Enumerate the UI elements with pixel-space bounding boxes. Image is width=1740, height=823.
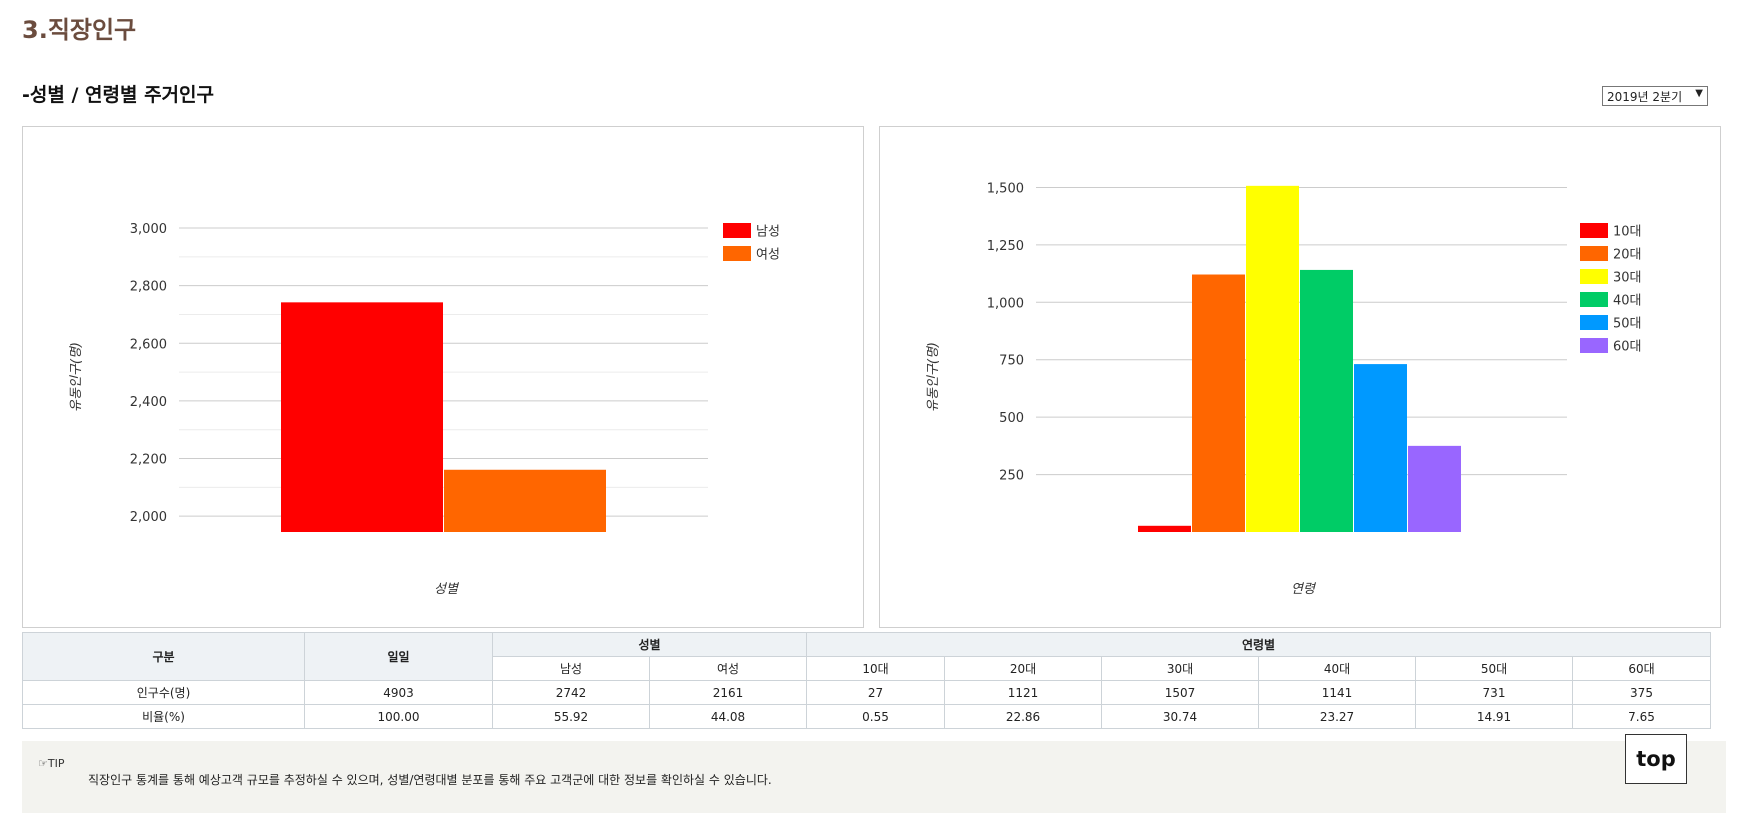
cell-age: 731 [1415,680,1573,705]
cell-daily: 100.00 [304,704,493,729]
y-axis-title: 유동인구(명) [69,342,84,412]
cell-age: 27 [806,680,945,705]
period-select[interactable]: 2019년 2분기 ▼ [1602,86,1708,106]
cell-daily: 4903 [304,680,493,705]
table-row: 비율(%) 100.00 55.92 44.08 0.55 22.86 30.7… [22,704,1711,729]
cell-age: 22.86 [944,704,1102,729]
cell-age: 1121 [944,680,1102,705]
legend-swatch [1580,269,1608,284]
header-daily: 일일 [304,632,493,681]
cell-age: 30.74 [1101,704,1259,729]
header-age: 10대 [806,656,945,681]
legend-label: 남성 [756,225,780,240]
bar-30대 [1246,185,1299,532]
y-tick-label: 3,000 [130,222,167,237]
dropdown-arrow-icon: ▼ [1695,88,1703,99]
header-age: 30대 [1101,656,1259,681]
y-axis-title: 유동인구(명) [926,342,941,412]
y-tick-label: 2,200 [130,453,167,468]
header-male: 남성 [492,656,650,681]
legend-label: 10대 [1613,225,1642,240]
legend-label: 60대 [1613,340,1642,355]
stats-table: 구분 일일 성별 연령별 남성 여성 10대 20대 30대 40대 50대 6… [22,632,1711,729]
legend-swatch [1580,223,1608,238]
cell-male: 55.92 [492,704,650,729]
gender-chart: 2,000 2,200 2,400 2,600 2,800 3,000 성별 유동인구(명) 남… [22,126,864,628]
legend-swatch [723,223,751,238]
cell-male: 2742 [492,680,650,705]
bar-20대 [1192,274,1245,532]
legend-label: 30대 [1613,271,1642,286]
legend-swatch [1580,315,1608,330]
x-axis-title: 성별 [434,582,459,597]
legend-swatch [1580,338,1608,353]
x-axis-title: 연령 [1291,582,1317,597]
legend-swatch [1580,246,1608,261]
cell-age: 1507 [1101,680,1259,705]
bar-50대 [1354,364,1407,532]
header-category: 구분 [22,632,305,681]
y-tick-label: 500 [999,411,1024,426]
header-female: 여성 [649,656,807,681]
header-age: 40대 [1258,656,1416,681]
cell-age: 23.27 [1258,704,1416,729]
tip-label: ☞TIP [38,757,64,770]
top-button[interactable]: top [1625,734,1687,784]
cell-age: 1141 [1258,680,1416,705]
header-age-group: 연령별 [806,632,1711,657]
legend-label: 20대 [1613,248,1642,263]
cell-age: 14.91 [1415,704,1573,729]
sub-title: -성별 / 연령별 주거인구 [22,84,214,106]
header-age: 20대 [944,656,1102,681]
header-age: 60대 [1572,656,1711,681]
legend-swatch [723,246,751,261]
header-age: 50대 [1415,656,1573,681]
row-label: 비율(%) [22,704,305,729]
age-chart-svg: 250 500 750 1,000 1,250 1,500 연령 유동인구(명) 10대 20대 3… [926,181,1642,597]
bar-여성 [444,469,606,532]
y-tick-label: 2,800 [130,280,167,295]
y-tick-label: 2,400 [130,395,167,410]
y-tick-label: 250 [999,469,1024,484]
cell-age: 375 [1572,680,1711,705]
pointing-hand-icon: ☞ [38,757,48,770]
y-tick-label: 2,600 [130,337,167,352]
row-label: 인구수(명) [22,680,305,705]
cell-female: 2161 [649,680,807,705]
gender-chart-svg: 2,000 2,200 2,400 2,600 2,800 3,000 성별 유동인구(명) 남… [69,222,780,597]
legend-label: 50대 [1613,317,1642,332]
legend-label: 여성 [756,248,780,263]
table-row: 인구수(명) 4903 2742 2161 27 1121 1507 1141 … [22,680,1711,705]
period-select-value: 2019년 2분기 [1607,89,1683,104]
y-tick-label: 1,250 [987,239,1024,254]
bar-60대 [1408,445,1461,532]
cell-age: 7.65 [1572,704,1711,729]
y-tick-label: 2,000 [130,510,167,525]
section-title: 3.직장인구 [22,16,137,44]
y-tick-label: 750 [999,354,1024,369]
table-header-row: 구분 일일 성별 연령별 [22,632,1711,681]
age-chart: 250 500 750 1,000 1,250 1,500 연령 유동인구(명) 10대 20대 3… [879,126,1721,628]
bar-40대 [1300,269,1353,532]
y-tick-label: 1,500 [987,181,1024,196]
header-gender-group: 성별 [492,632,807,657]
bar-남성 [281,302,443,532]
bar-10대 [1138,525,1191,532]
legend-swatch [1580,292,1608,307]
tip-label-text: TIP [47,757,65,770]
y-tick-label: 1,000 [987,296,1024,311]
legend-label: 40대 [1613,294,1642,309]
tip-text: 직장인구 통계를 통해 예상고객 규모를 추정하실 수 있으며, 성별/연령대별… [88,773,772,787]
cell-female: 44.08 [649,704,807,729]
cell-age: 0.55 [806,704,945,729]
tip-box: ☞TIP 직장인구 통계를 통해 예상고객 규모를 추정하실 수 있으며, 성별… [22,741,1726,813]
